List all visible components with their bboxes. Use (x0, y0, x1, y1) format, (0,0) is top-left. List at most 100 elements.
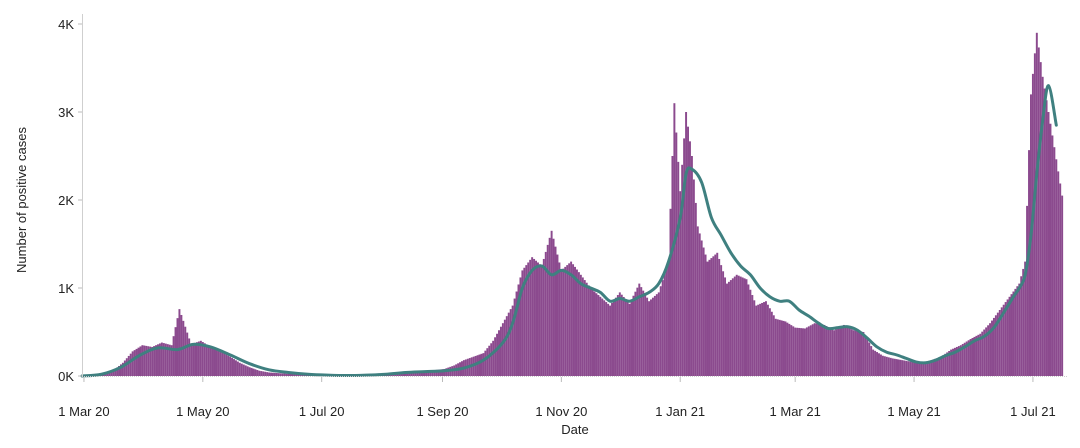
daily-cases-bar (1006, 299, 1009, 376)
daily-cases-bar (176, 318, 179, 376)
daily-cases-bar (1055, 159, 1058, 376)
daily-cases-bar (989, 323, 992, 376)
daily-cases-bar (494, 337, 497, 376)
daily-cases-bar (160, 342, 163, 376)
x-axis-title: Date (561, 422, 588, 437)
daily-cases-bar (572, 264, 575, 376)
daily-cases-bar (499, 326, 502, 376)
daily-cases-bar (675, 132, 678, 376)
daily-cases-bar (815, 323, 818, 376)
daily-cases-bar (959, 345, 962, 376)
daily-cases-bar (540, 266, 543, 376)
daily-cases-bar (192, 343, 195, 376)
daily-cases-bar (920, 362, 923, 376)
daily-cases-bar (234, 360, 237, 376)
daily-cases-bar (796, 327, 799, 376)
daily-cases-bar (876, 352, 879, 376)
daily-cases-bar (827, 327, 830, 376)
daily-cases-bar (116, 367, 119, 376)
daily-cases-bar (842, 324, 845, 376)
daily-cases-bar (706, 261, 709, 376)
daily-cases-bar (503, 319, 506, 376)
daily-cases-bar (648, 301, 651, 376)
daily-cases-bar (782, 320, 785, 376)
daily-cases-bar (620, 294, 623, 376)
daily-cases-bar (831, 329, 834, 376)
daily-cases-bar (244, 365, 247, 376)
daily-cases-bar (1045, 100, 1048, 377)
daily-cases-bar (798, 327, 801, 376)
daily-cases-bar (575, 269, 578, 376)
daily-cases-bar (632, 295, 635, 376)
daily-cases-bar (835, 329, 838, 376)
x-tick-label: 1 Jul 20 (299, 404, 345, 419)
daily-cases-bar (537, 262, 539, 376)
daily-cases-bar (1041, 76, 1044, 377)
daily-cases-bar (490, 343, 493, 376)
daily-cases-bar (480, 353, 483, 376)
daily-cases-bar (786, 322, 789, 376)
daily-cases-bar (883, 356, 886, 376)
daily-cases-bar (872, 349, 875, 376)
daily-cases-bar (231, 357, 234, 376)
daily-cases-bar (147, 346, 150, 376)
daily-cases-bar (969, 339, 972, 376)
daily-cases-bar (1014, 288, 1017, 376)
daily-cases-bar (961, 343, 964, 376)
daily-cases-bar (992, 317, 995, 376)
daily-cases-bar (821, 324, 824, 376)
daily-cases-bar (170, 345, 173, 376)
daily-cases-bar (207, 345, 210, 376)
daily-cases-bar (879, 354, 882, 376)
daily-cases-bar (554, 246, 557, 376)
daily-cases-bar (700, 240, 703, 376)
daily-cases-bar (915, 362, 917, 376)
daily-cases-bar (626, 301, 629, 376)
daily-cases-bar (260, 371, 263, 376)
daily-cases-bar (229, 356, 232, 376)
daily-cases-bar (129, 353, 132, 376)
daily-cases-bar (593, 291, 596, 376)
daily-cases-bar (271, 372, 274, 376)
y-tick-label: 0K (58, 369, 74, 384)
daily-cases-bar (137, 347, 140, 376)
daily-cases-bar (704, 254, 707, 376)
daily-cases-bar (611, 302, 613, 376)
daily-cases-bar (616, 295, 619, 376)
daily-cases-bar (916, 362, 919, 376)
y-ticks-layer: 0K 1K 2K 3K 4K (58, 17, 82, 384)
daily-cases-bar (694, 202, 697, 376)
daily-cases-bar (258, 370, 261, 376)
daily-cases-bar (110, 371, 113, 376)
daily-cases-bar (618, 292, 621, 376)
daily-cases-bar (702, 247, 705, 376)
daily-cases-bar (825, 326, 828, 376)
daily-cases-bar (1035, 32, 1038, 377)
daily-cases-bar (184, 326, 187, 376)
daily-cases-bar (1026, 205, 1029, 376)
daily-cases-bar (195, 342, 198, 376)
x-tick-label: 1 Sep 20 (416, 404, 468, 419)
daily-cases-bar (197, 341, 200, 376)
daily-cases-bar (268, 372, 271, 376)
daily-cases-bar (583, 280, 586, 376)
daily-cases-bar (609, 305, 612, 376)
daily-cases-bar (811, 324, 814, 376)
daily-cases-bar (546, 244, 549, 376)
daily-cases-bar (492, 340, 495, 376)
daily-cases-bar (433, 370, 436, 376)
daily-cases-bar (256, 370, 259, 376)
daily-cases-bar (996, 312, 999, 376)
daily-cases-bar (574, 266, 576, 376)
daily-cases-bar (698, 233, 701, 376)
daily-cases-bar (1020, 276, 1023, 376)
daily-cases-bar (498, 330, 500, 376)
daily-cases-bar (285, 373, 288, 376)
daily-cases-bar (889, 357, 892, 376)
daily-cases-bar (505, 316, 508, 376)
daily-cases-bar (803, 328, 806, 376)
daily-cases-bar (1039, 62, 1042, 376)
daily-cases-bar (780, 320, 783, 376)
daily-cases-bar (1043, 88, 1046, 376)
daily-cases-bar (556, 254, 559, 376)
